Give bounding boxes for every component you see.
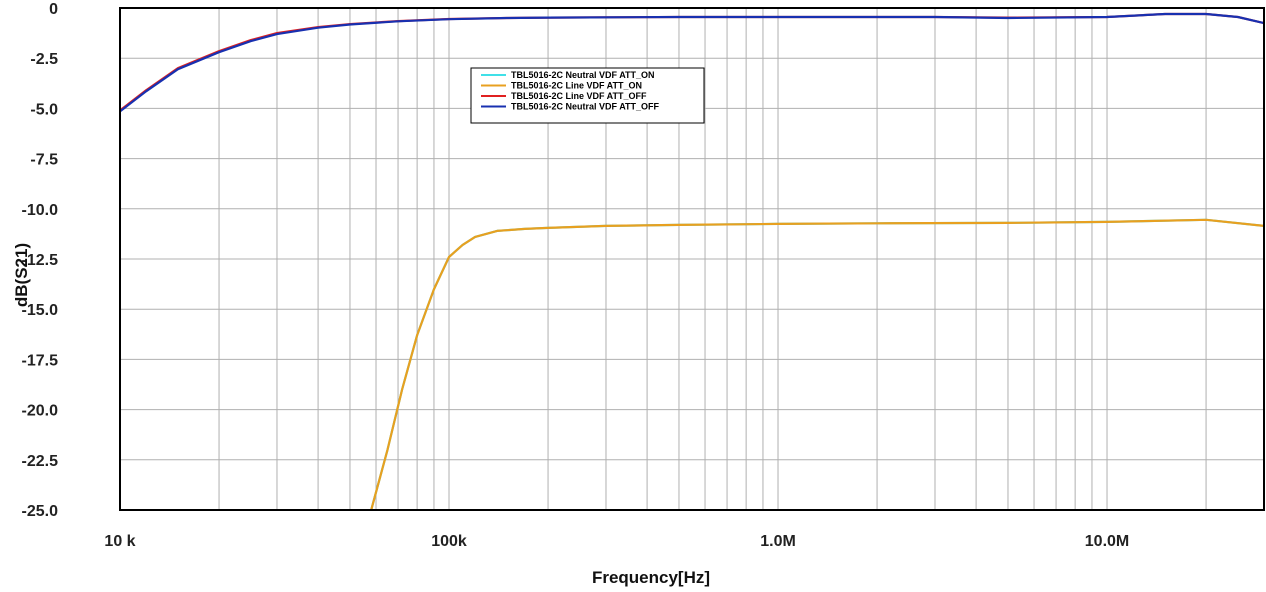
series-line-2 xyxy=(370,218,1264,510)
y-tick-label: -7.5 xyxy=(30,152,58,169)
legend: TBL5016-2C Neutral VDF ATT_ONTBL5016-2C … xyxy=(470,67,705,124)
x-axis-title: Frequency[Hz] xyxy=(592,568,710,587)
y-axis-title: dB(S21) xyxy=(12,243,31,307)
y-tick-label: -17.5 xyxy=(22,352,59,369)
legend-entry: TBL5016-2C Neutral VDF ATT_OFF xyxy=(511,102,660,112)
series-line-4 xyxy=(120,12,1264,113)
legend-entry: TBL5016-2C Neutral VDF ATT_ON xyxy=(511,70,655,80)
y-tick-label: -2.5 xyxy=(30,51,58,68)
plot-area-frame xyxy=(119,7,1265,511)
series-lines xyxy=(120,12,1264,510)
x-tick-label: 100k xyxy=(431,533,467,550)
legend-entry: TBL5016-2C Line VDF ATT_OFF xyxy=(511,91,647,101)
y-tick-label: -22.5 xyxy=(22,453,59,470)
legend-entry: TBL5016-2C Line VDF ATT_ON xyxy=(511,81,642,91)
y-tick-label: 0 xyxy=(49,1,58,18)
y-tick-label: -12.5 xyxy=(22,252,59,269)
y-tick-label: -20.0 xyxy=(22,403,59,420)
y-tick-label: -25.0 xyxy=(22,503,59,520)
x-axis-ticks: 10 k 100k 1.0M 10.0M xyxy=(104,533,1129,550)
y-tick-label: -15.0 xyxy=(22,302,59,319)
x-tick-label: 10.0M xyxy=(1085,533,1129,550)
x-tick-label: 10 k xyxy=(104,533,135,550)
y-axis-ticks: 0 -2.5 -5.0 -7.5 -10.0 -12.5 -15.0 -17.5 -20.0 -2… xyxy=(22,1,59,520)
x-tick-label: 1.0M xyxy=(760,533,796,550)
legend-box xyxy=(470,67,705,124)
y-tick-label: -5.0 xyxy=(30,101,58,118)
y-tick-label: -10.0 xyxy=(22,202,59,219)
